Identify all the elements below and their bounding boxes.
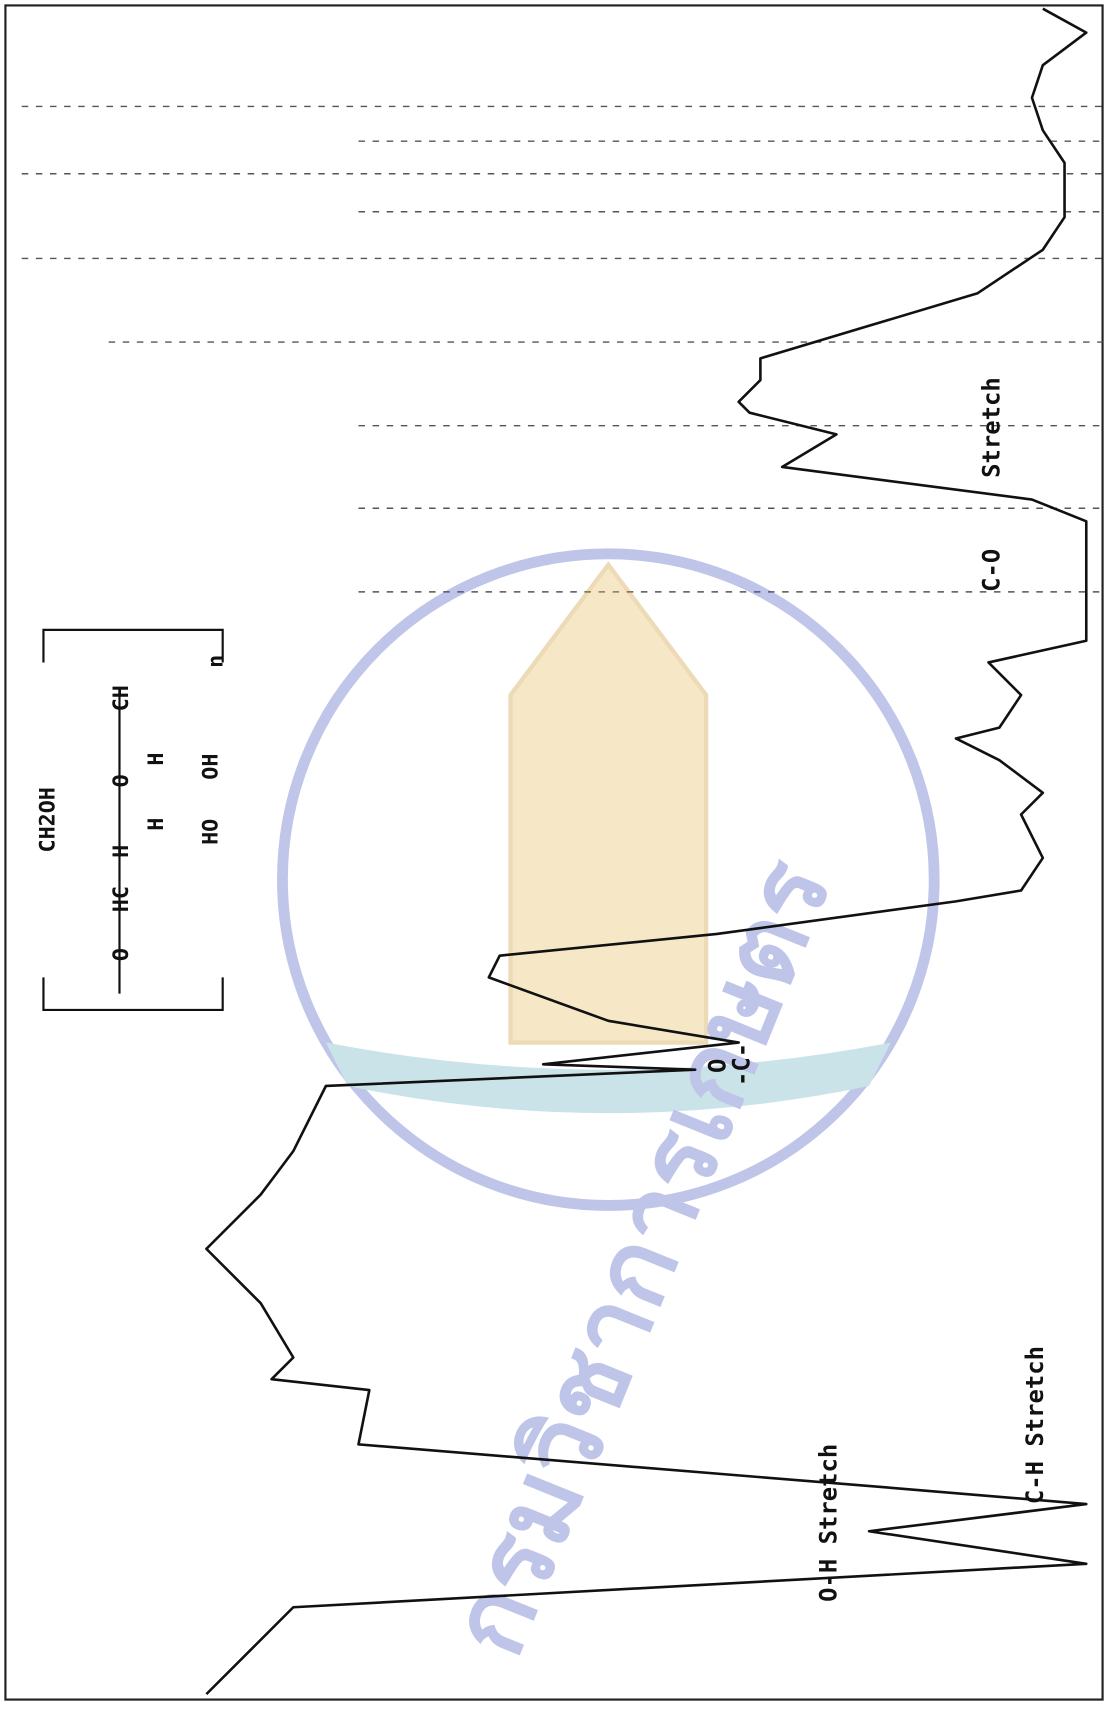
annotation: C-O [977, 549, 1005, 592]
grid [21, 105, 1103, 593]
annotation: -C- [728, 1043, 756, 1086]
structure-label: CH2OH [35, 787, 60, 852]
structure-label: n [204, 655, 229, 668]
ir-spectrum-curve [205, 7, 1088, 1696]
structure-label: O [109, 774, 134, 787]
annotation: Stretch [977, 377, 1005, 478]
brackets [42, 628, 224, 1012]
structure-label: H [109, 845, 134, 858]
structure-label: OH [198, 754, 223, 780]
annotation: O [704, 1059, 732, 1073]
frame [4, 4, 1104, 1701]
seal-shrine [508, 561, 709, 1045]
structure-label: O [109, 948, 134, 961]
structure: CH2OH O CH HC O H H H HO OH n [35, 628, 229, 1012]
structure-label: CH [109, 685, 134, 711]
structure-label: HC [109, 886, 134, 912]
seal-water [325, 1042, 891, 1114]
seal-ring [276, 548, 940, 1211]
structure-label: H [144, 818, 169, 831]
annotation: O-H Stretch [814, 1444, 842, 1602]
annotation: C-H Stretch [1021, 1346, 1049, 1504]
structure-label: H [144, 753, 169, 766]
annotations: O-H Stretch C-H Stretch C-O Stretch -C- … [704, 377, 1049, 1602]
structure-label: HO [198, 819, 223, 845]
